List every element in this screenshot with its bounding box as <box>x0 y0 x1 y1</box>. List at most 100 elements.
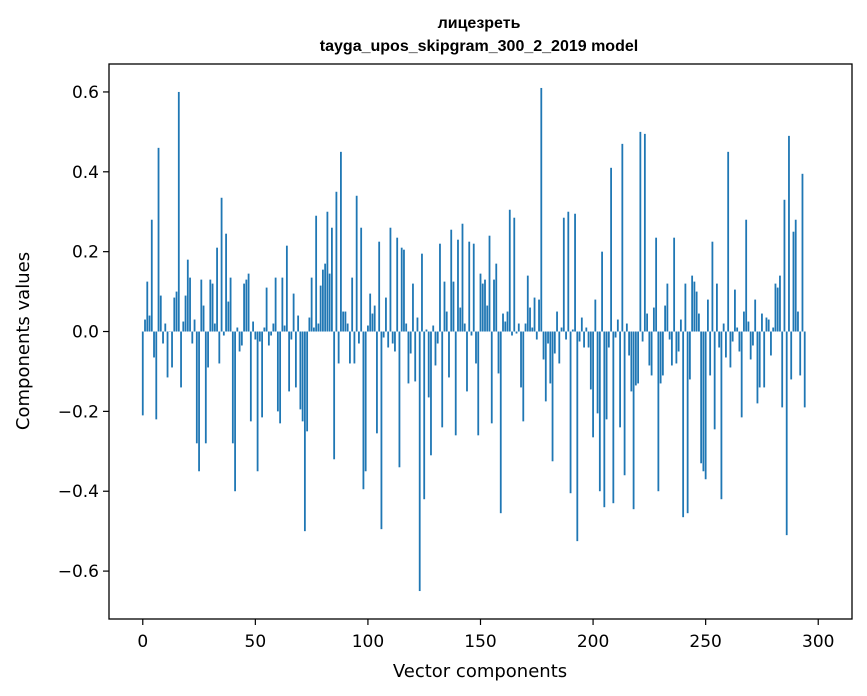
bar-47 <box>247 273 250 332</box>
bar-56 <box>267 331 270 346</box>
bar-220 <box>637 331 640 384</box>
bar-219 <box>634 331 637 386</box>
bar-170 <box>524 323 527 332</box>
bar-122 <box>416 317 419 332</box>
bar-130 <box>434 331 437 366</box>
bar-20 <box>186 259 189 332</box>
bar-40 <box>231 331 234 444</box>
bar-142 <box>461 223 464 332</box>
bar-294 <box>803 331 806 408</box>
bar-286 <box>785 331 788 536</box>
bar-163 <box>508 209 511 332</box>
bar-83 <box>328 273 331 332</box>
bar-287 <box>788 135 790 332</box>
bar-9 <box>162 331 164 344</box>
bar-212 <box>619 331 621 428</box>
bar-241 <box>684 283 687 332</box>
bar-251 <box>707 299 709 332</box>
bar-205 <box>603 331 606 508</box>
bar-281 <box>774 283 777 332</box>
bar-190 <box>569 331 572 494</box>
bar-276 <box>763 331 766 388</box>
bar-216 <box>628 331 630 356</box>
bar-59 <box>274 277 277 332</box>
bar-71 <box>301 331 304 422</box>
bar-244 <box>691 275 694 332</box>
y-tick-label: −0.4 <box>58 482 99 502</box>
bar-80 <box>321 269 324 332</box>
bar-39 <box>229 277 232 332</box>
bar-137 <box>450 229 453 332</box>
bar-174 <box>533 297 536 332</box>
bar-184 <box>556 311 558 332</box>
bar-203 <box>598 331 601 492</box>
bar-49 <box>252 321 254 332</box>
bar-35 <box>220 197 223 332</box>
bar-21 <box>189 277 191 332</box>
bar-4 <box>150 219 153 332</box>
bar-160 <box>502 313 504 332</box>
bar-108 <box>385 297 387 332</box>
x-tick-label: 250 <box>689 632 721 652</box>
bar-268 <box>745 219 748 332</box>
bar-139 <box>454 331 457 436</box>
bar-243 <box>688 331 691 380</box>
bar-247 <box>698 313 700 332</box>
bar-86 <box>335 191 338 332</box>
bar-155 <box>490 331 493 424</box>
bar-76 <box>312 327 315 332</box>
bar-195 <box>580 317 583 332</box>
bar-53 <box>261 331 263 418</box>
bar-262 <box>731 331 734 342</box>
bar-275 <box>761 313 763 332</box>
bar-52 <box>258 331 261 342</box>
bar-169 <box>522 331 525 422</box>
bar-285 <box>783 199 786 332</box>
bar-234 <box>668 331 671 340</box>
bar-150 <box>479 273 482 332</box>
y-tick-label: 0.0 <box>72 323 99 343</box>
y-tick-label: 0.2 <box>72 243 99 263</box>
bar-266 <box>740 331 743 418</box>
bar-45 <box>243 283 245 332</box>
bar-145 <box>468 241 471 332</box>
bar-171 <box>526 275 529 332</box>
bar-77 <box>315 215 318 332</box>
bar-62 <box>281 277 284 332</box>
bar-269 <box>747 321 750 332</box>
bar-48 <box>249 331 252 422</box>
bar-19 <box>184 295 187 332</box>
bar-187 <box>562 217 565 332</box>
bar-161 <box>504 321 507 332</box>
bar-167 <box>517 323 520 332</box>
bar-210 <box>614 331 617 338</box>
bar-228 <box>655 237 658 332</box>
bar-204 <box>601 251 603 332</box>
bar-172 <box>529 307 531 332</box>
bar-7 <box>157 147 160 332</box>
bar-140 <box>457 239 459 332</box>
bar-191 <box>571 329 574 332</box>
bar-102 <box>371 313 374 332</box>
bar-273 <box>756 331 759 404</box>
bar-28 <box>204 331 207 444</box>
bar-173 <box>531 327 534 332</box>
bar-2 <box>146 281 149 332</box>
bar-114 <box>398 331 401 468</box>
bar-152 <box>484 279 486 332</box>
bar-141 <box>459 307 462 332</box>
bar-198 <box>587 331 590 348</box>
bar-147 <box>472 243 475 332</box>
bar-238 <box>677 331 680 352</box>
bar-129 <box>432 325 435 332</box>
bar-17 <box>180 331 182 388</box>
bar-121 <box>414 331 417 382</box>
bar-57 <box>270 331 273 336</box>
plot-frame <box>108 63 853 620</box>
bar-143 <box>463 323 466 332</box>
bar-58 <box>272 323 275 332</box>
bar-125 <box>423 331 426 500</box>
bar-44 <box>240 331 243 346</box>
